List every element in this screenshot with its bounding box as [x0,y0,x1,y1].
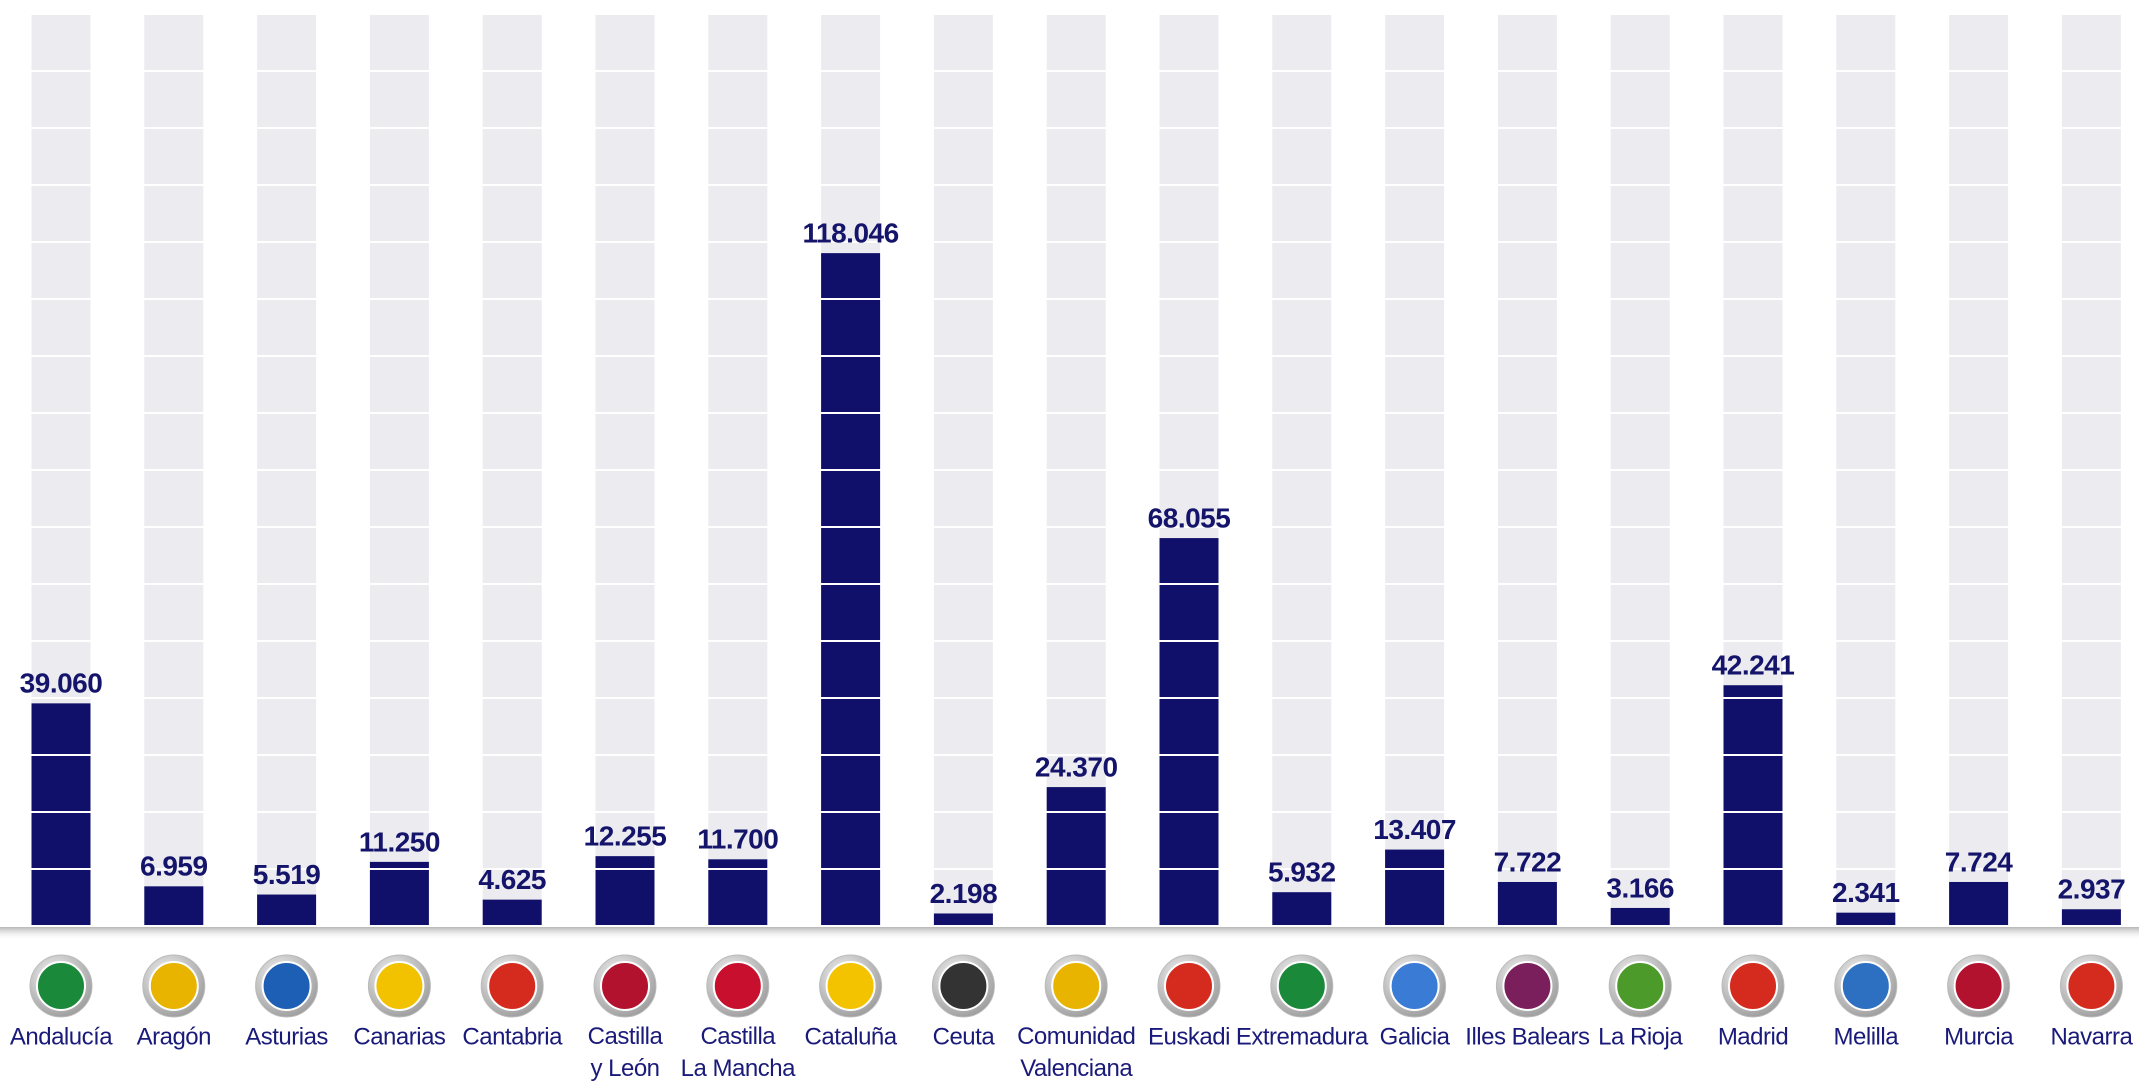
category-label: Melilla [1834,1023,1900,1050]
category-label: Andalucía [10,1023,113,1050]
flag-icon [1615,961,1666,1011]
value-label: 13.407 [1373,814,1456,845]
value-label: 39.060 [20,668,103,699]
flag-icon [261,961,312,1011]
flag-icon [1953,961,2004,1011]
bar [1723,685,1783,926]
flag-icon [1502,961,1553,1011]
category-label: Comunidad Valenciana [1017,1023,1135,1082]
flag-icon [1164,961,1214,1011]
bar [2061,909,2121,926]
value-label: 11.700 [697,824,778,855]
value-label: 24.370 [1035,751,1118,782]
category-label: La Rioja [1598,1023,1683,1050]
bar [933,913,993,926]
value-label: 6.959 [140,851,208,882]
bar [1046,787,1106,926]
flag-icon [938,961,989,1011]
flag-icon [36,961,86,1011]
category-label: Cantabria [462,1023,563,1050]
bar [1949,881,2009,926]
flag-icon [1389,961,1440,1011]
value-label: 4.625 [478,864,546,895]
value-label: 2.198 [930,878,998,909]
category-label: Castilla y León [588,1023,664,1082]
category-label: Cataluña [805,1023,898,1050]
value-label: 7.722 [1494,846,1562,877]
category-label: Asturias [245,1023,328,1050]
category-label: Madrid [1718,1023,1788,1050]
category-label: Aragón [137,1023,211,1050]
category-label: Castilla La Mancha [681,1023,796,1082]
value-label: 118.046 [803,218,899,249]
category-label: Euskadi [1148,1023,1230,1050]
flag-icon [148,961,199,1011]
flag-icon [2066,961,2117,1011]
category-label: Canarias [353,1023,446,1050]
bar [144,886,204,926]
value-label: 11.250 [359,826,440,857]
category-label: Illes Balears [1465,1023,1590,1050]
category-label: Extremadura [1236,1023,1369,1050]
value-label: 7.724 [1945,846,2013,877]
flag-icon [1840,961,1891,1011]
flag-icon [825,961,876,1011]
bar [1272,892,1332,926]
bar [31,703,91,926]
bar [1610,907,1670,926]
value-label: 2.341 [1832,877,1900,908]
value-label: 42.241 [1712,650,1795,681]
category-label: Galicia [1380,1023,1451,1050]
category-label: Ceuta [933,1023,996,1050]
value-label: 3.166 [1606,872,1674,903]
bar [257,894,317,926]
flag-icon [1728,961,1778,1011]
category-label: Navarra [2050,1023,2133,1050]
bar [708,859,768,926]
flag-icon [487,961,538,1011]
flag-icon [374,961,425,1011]
value-label: 5.932 [1268,857,1336,888]
bar [595,856,655,926]
bar [821,253,881,926]
bar [1385,849,1445,926]
value-label: 5.519 [253,859,321,890]
bar [369,861,429,926]
bar [1836,912,1896,926]
flag-icon [1276,961,1327,1011]
flag-icon [600,961,650,1011]
value-label: 12.255 [584,821,667,852]
bar [482,899,542,926]
bar [1497,881,1557,926]
flag-icon [712,961,763,1011]
category-label: Murcia [1944,1023,2014,1050]
value-label: 2.937 [2058,874,2126,905]
value-label: 68.055 [1148,502,1231,533]
bar [1159,538,1219,926]
flag-icon [1051,961,1102,1011]
baseline-shadow [0,926,2139,940]
